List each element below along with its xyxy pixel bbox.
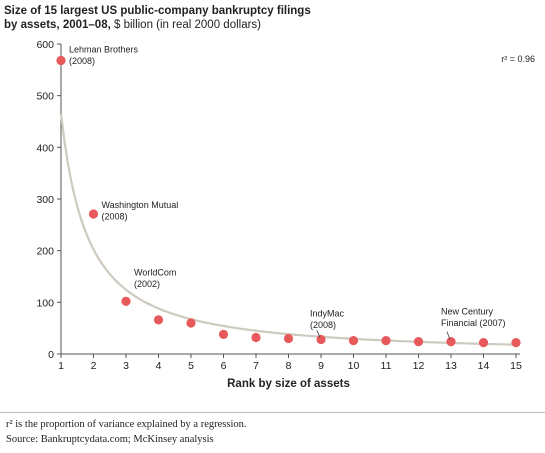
point-annotation: Washington Mutual — [102, 200, 179, 210]
y-tick-label: 600 — [36, 39, 54, 51]
data-point — [121, 296, 131, 306]
data-point — [316, 334, 326, 345]
x-tick-label: 10 — [348, 360, 360, 372]
x-tick-label: 12 — [413, 360, 425, 372]
point-annotation: (2008) — [310, 320, 336, 330]
point-annotation: (2002) — [134, 279, 160, 289]
annotation-leader-line — [446, 331, 451, 340]
data-point — [283, 333, 294, 344]
x-tick-label: 14 — [478, 360, 490, 372]
x-tick-label: 13 — [445, 360, 457, 372]
data-point — [511, 338, 521, 348]
x-tick-label: 15 — [510, 360, 522, 372]
data-point — [348, 335, 359, 346]
point-annotation: New Century — [441, 307, 494, 317]
x-tick-label: 7 — [253, 360, 259, 372]
x-axis-label: Rank by size of assets — [227, 378, 350, 390]
data-point — [413, 337, 424, 347]
point-annotation: Lehman Brothers — [69, 45, 139, 55]
x-tick-label: 2 — [91, 360, 97, 372]
y-tick-label: 0 — [48, 349, 54, 361]
x-tick-label: 3 — [123, 360, 129, 372]
data-point — [218, 329, 229, 339]
footer-divider — [0, 412, 545, 413]
x-tick-label: 1 — [58, 360, 64, 372]
data-point — [56, 55, 66, 66]
data-point — [186, 318, 196, 328]
data-point — [153, 315, 164, 325]
y-tick-label: 500 — [36, 91, 54, 103]
y-tick-label: 100 — [36, 297, 54, 309]
x-tick-label: 8 — [286, 360, 292, 372]
chart-subtitle-bold: by assets, 2001–08, — [4, 19, 111, 31]
chart-title: Size of 15 largest US public-company ban… — [4, 5, 311, 17]
r-squared-label: r² = 0.96 — [501, 54, 535, 64]
data-point — [446, 337, 456, 347]
source-note: Source: Bankruptcydata.com; McKinsey ana… — [6, 434, 214, 445]
point-annotation: IndyMac — [310, 309, 345, 319]
data-point — [88, 209, 99, 219]
x-tick-label: 11 — [381, 360, 392, 372]
x-tick-label: 5 — [188, 360, 194, 372]
point-annotation: WorldCom — [134, 267, 176, 277]
data-point — [251, 332, 261, 343]
x-tick-label: 6 — [221, 360, 227, 372]
point-annotation: Financial (2007) — [441, 318, 506, 328]
footnote: r² is the proportion of variance explain… — [6, 419, 247, 430]
annotation-leader-line — [316, 330, 321, 338]
point-annotation: (2008) — [69, 56, 95, 66]
point-annotation: (2008) — [102, 211, 128, 221]
y-tick-label: 400 — [36, 142, 54, 154]
chart-subtitle-units: $ billion (in real 2000 dollars) — [110, 19, 261, 31]
x-tick-label: 4 — [156, 360, 162, 372]
data-point — [478, 338, 489, 348]
y-tick-label: 300 — [36, 194, 54, 206]
data-point — [381, 335, 391, 346]
x-tick-label: 9 — [318, 360, 324, 372]
chart-title-block: Size of 15 largest US public-company ban… — [4, 4, 311, 32]
y-tick-label: 200 — [36, 246, 54, 258]
